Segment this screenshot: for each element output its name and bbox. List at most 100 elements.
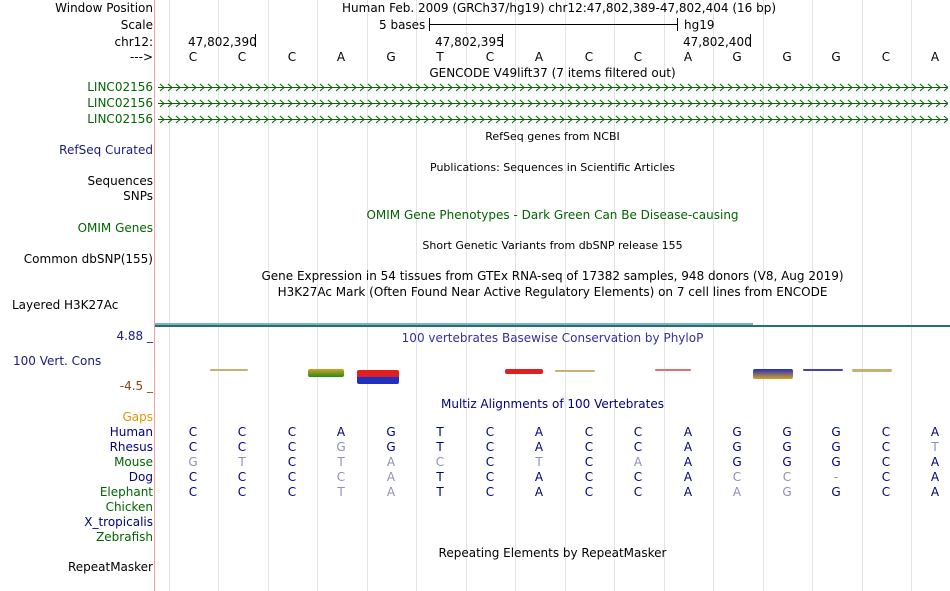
label-scale[interactable]: Scale [120,18,153,32]
conservation-track-title[interactable]: 100 vertebrates Basewise Conservation by… [401,331,704,345]
gtex-track-title[interactable]: Gene Expression in 54 tissues from GTEx … [261,269,844,283]
label-chrom[interactable]: chr12: [114,35,153,49]
scale-text: 5 bases [379,18,426,32]
base-gridline [812,0,813,591]
alignment-base-rhesus: C [881,440,891,454]
alignment-base-human: C [633,425,643,439]
base-gridline [169,0,170,591]
label-dog[interactable]: Dog [128,470,153,484]
alignment-base-human: A [534,425,544,439]
alignment-base-mouse: T [337,455,345,469]
alignment-base-elephant: T [436,485,444,499]
label-cons-max: 4.88 _ [116,329,153,343]
alignment-base-mouse: C [287,455,297,469]
label-zebrafish[interactable]: Zebrafish [96,530,153,544]
alignment-base-human: G [386,425,396,439]
publications-track-title[interactable]: Publications: Sequences in Scientific Ar… [430,161,675,174]
linc02156-transcript-1[interactable] [158,82,949,93]
label-gaps[interactable]: Gaps [122,410,153,424]
label-rhesus[interactable]: Rhesus [109,440,153,454]
alignment-base-human: G [831,425,841,439]
transcript-arrows-3 [158,115,949,124]
alignment-base-rhesus: G [386,440,396,454]
omim-track-title[interactable]: OMIM Gene Phenotypes - Dark Green Can Be… [366,208,739,222]
alignment-base-human: T [436,425,444,439]
linc02156-transcript-3[interactable] [158,114,949,125]
alignment-base-rhesus: C [633,440,643,454]
alignment-base-mouse: G [782,455,792,469]
label-repeatmasker[interactable]: RepeatMasker [67,560,153,574]
base-gridline [317,0,318,591]
label-snps[interactable]: SNPs [123,189,153,203]
base-gridline [466,0,467,591]
label-sequences[interactable]: Sequences [87,174,153,188]
alignment-base-dog: C [188,470,198,484]
coord-label-2: 47,802,395 [435,35,504,49]
label-linc02156-3[interactable]: LINC02156 [87,112,153,126]
alignment-base-mouse: G [831,455,841,469]
alignment-base-elephant: C [287,485,297,499]
alignment-base-elephant: A [930,485,940,499]
dbsnp-track-title[interactable]: Short Genetic Variants from dbSNP releas… [422,239,683,252]
label-refseq-curated[interactable]: RefSeq Curated [59,143,153,157]
alignment-base-mouse: C [485,455,495,469]
track-label-column: Window Position Scale chr12: ---> LINC02… [0,0,153,591]
base-gridline [367,0,368,591]
coord-label-3: 47,802,400 [683,35,752,49]
label-elephant[interactable]: Elephant [99,485,153,499]
base-gridline [218,0,219,591]
refseq-track-title[interactable]: RefSeq genes from NCBI [485,130,620,143]
alignment-base-elephant: C [188,485,198,499]
coord-tick-2 [502,34,503,47]
label-human[interactable]: Human [109,425,153,439]
label-window-position[interactable]: Window Position [55,1,153,15]
alignment-base-elephant: A [386,485,396,499]
track-area[interactable]: Human Feb. 2009 (GRCh37/hg19) chr12:47,8… [155,0,950,591]
alignment-base-rhesus: T [436,440,444,454]
alignment-base-dog: A [534,470,544,484]
base-gridline [268,0,269,591]
alignment-base-rhesus: G [336,440,346,454]
cons-logo-3 [357,370,399,384]
alignment-base-rhesus: G [831,440,841,454]
base-gridline [862,0,863,591]
alignment-base-elephant: C [633,485,643,499]
cons-logo-4 [505,369,543,374]
label-mouse[interactable]: Mouse [114,455,153,469]
transcript-arrows-2 [158,99,949,108]
label-omim-genes[interactable]: OMIM Genes [77,221,153,235]
label-100-vert-cons[interactable]: 100 Vert. Cons [13,354,102,368]
base-letter: C [287,50,297,64]
base-gridline [763,0,764,591]
cons-logo-1 [210,369,248,371]
alignment-base-mouse: T [535,455,543,469]
label-strand[interactable]: ---> [129,50,153,64]
alignment-base-elephant: G [831,485,841,499]
base-letter: C [584,50,594,64]
alignment-base-human: A [930,425,940,439]
label-linc02156-1[interactable]: LINC02156 [87,80,153,94]
cons-logo-6 [655,369,691,371]
linc02156-transcript-2[interactable] [158,98,949,109]
assembly-label: hg19 [684,18,715,32]
gencode-track-title[interactable]: GENCODE V49lift37 (7 items filtered out) [429,66,676,80]
h3k27ac-track-title[interactable]: H3K27Ac Mark (Often Found Near Active Re… [277,285,828,299]
base-gridline [911,0,912,591]
label-linc02156-2[interactable]: LINC02156 [87,96,153,110]
alignment-base-human: C [584,425,594,439]
base-gridline [664,0,665,591]
alignment-base-elephant: A [683,485,693,499]
multiz-track-title[interactable]: Multiz Alignments of 100 Vertebrates [440,397,665,411]
base-gridline [515,0,516,591]
alignment-base-human: C [485,425,495,439]
h3k27ac-signal-light [155,323,753,325]
label-common-dbsnp[interactable]: Common dbSNP(155) [23,252,153,266]
base-gridline [416,0,417,591]
base-letter: A [683,50,693,64]
label-x-tropicalis[interactable]: X_tropicalis [84,515,153,529]
alignment-base-human: G [732,425,742,439]
alignment-base-human: C [188,425,198,439]
label-layered-h3k27ac[interactable]: Layered H3K27Ac [12,298,119,312]
label-chicken[interactable]: Chicken [105,500,153,514]
repeatmasker-track-title[interactable]: Repeating Elements by RepeatMasker [438,546,667,560]
